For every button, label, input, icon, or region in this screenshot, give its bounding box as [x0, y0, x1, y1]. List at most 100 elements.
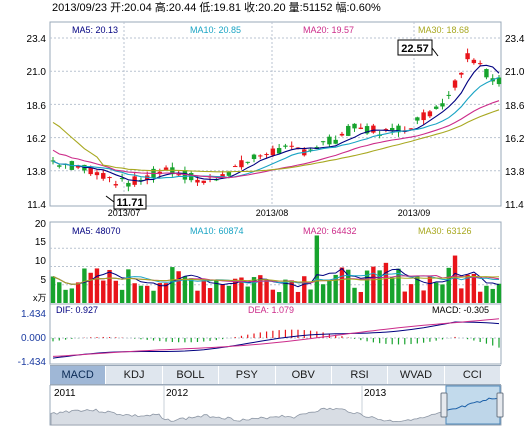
price-tick-right-0: 23.4	[505, 34, 525, 45]
macd-tick-1: 0.000	[21, 333, 46, 344]
volume-bar	[145, 285, 150, 303]
price-x-labels: 2013/07 2013/08 2013/09	[108, 208, 431, 218]
tab-rsi[interactable]: RSI	[332, 366, 389, 384]
price-panel-frame	[49, 21, 502, 207]
volume-bar	[352, 287, 357, 303]
candle-body	[484, 69, 489, 78]
candle-body	[126, 182, 131, 187]
candle-body	[245, 161, 250, 163]
candle-body	[94, 172, 100, 176]
volume-bar	[176, 271, 181, 303]
time-navigator[interactable]: 2011 2012 2013	[0, 385, 528, 429]
candle-body	[339, 133, 345, 136]
candle-body	[477, 63, 483, 65]
volume-bar	[402, 291, 407, 303]
x-label-jul: 2013/07	[108, 208, 141, 218]
candle-body	[346, 125, 351, 136]
candle-body	[433, 106, 439, 109]
volume-bar	[195, 290, 200, 303]
volume-bar	[88, 272, 93, 303]
candle-body	[465, 53, 470, 60]
price-tick-left-3: 16.2	[27, 134, 47, 145]
volume-bar	[459, 288, 464, 303]
macd-dif-line	[52, 321, 500, 359]
tab-boll[interactable]: BOLL	[163, 366, 220, 384]
macd-value-legend: MACD: -0.305	[432, 305, 490, 315]
volume-bar	[383, 262, 389, 303]
candle-body	[188, 173, 194, 181]
vol-ma20-legend: MA20: 64432	[303, 226, 357, 236]
tab-cci[interactable]: CCI	[445, 366, 501, 384]
tab-obv[interactable]: OBV	[276, 366, 332, 384]
volume-bar	[440, 284, 445, 303]
volume-bar	[276, 292, 282, 303]
price-ma30-line	[52, 109, 500, 173]
tab-kdj[interactable]: KDJ	[106, 366, 163, 384]
navigator-years: 2011 2012 2013	[54, 388, 387, 399]
volume-unit: x万	[33, 293, 47, 303]
volume-bar	[214, 279, 219, 303]
vol-ma30-line	[52, 275, 500, 285]
nav-year-2012: 2012	[166, 388, 189, 399]
volume-bar	[201, 280, 206, 303]
volume-bar	[207, 288, 213, 303]
volume-bar	[314, 235, 320, 303]
volume-bar	[182, 276, 188, 303]
macd-dea-line	[52, 318, 500, 357]
price-moving-averages	[52, 64, 500, 182]
volume-bar	[188, 278, 194, 303]
price-tick-right-5: 11.4	[505, 200, 524, 211]
volume-bar	[295, 291, 301, 303]
high-annotation: 22.57	[397, 39, 439, 57]
volume-bar	[390, 277, 395, 303]
candle-body	[226, 171, 232, 176]
volume-bar	[82, 268, 87, 303]
price-tick-left-5: 11.4	[27, 200, 46, 211]
nav-year-2011: 2011	[54, 388, 76, 399]
macd-panel-frame	[49, 303, 502, 365]
candle-body	[408, 128, 414, 130]
macd-dif-legend: DIF: 0.927	[56, 305, 99, 315]
candle-body	[176, 174, 181, 176]
candle-body	[201, 180, 206, 183]
volume-bar	[496, 283, 502, 303]
volume-bar	[490, 288, 495, 303]
candle-body	[283, 145, 288, 147]
candle-body	[119, 178, 125, 180]
volume-bar	[364, 270, 370, 303]
volume-bar	[433, 282, 439, 303]
volume-bar	[452, 255, 458, 303]
vol-ma10-legend: MA10: 60874	[190, 226, 244, 236]
volume-bar	[346, 269, 351, 303]
volume-bar	[220, 284, 225, 303]
price-tick-left-2: 18.6	[27, 101, 47, 112]
volume-bar	[327, 281, 332, 303]
candle-body	[496, 77, 502, 85]
volume-y-ticks: 20 15 10 5	[35, 219, 47, 286]
navigator-right-handle[interactable]	[496, 392, 504, 418]
volume-bar	[358, 291, 364, 303]
x-label-sep: 2013/09	[398, 208, 431, 218]
vol-tick-1: 15	[35, 237, 47, 248]
candle-body	[232, 166, 238, 168]
volume-bar	[170, 267, 175, 303]
navigator-selection[interactable]	[445, 385, 501, 425]
volume-bar	[69, 288, 75, 303]
candle-body	[195, 179, 200, 183]
tab-macd[interactable]: MACD	[50, 366, 107, 384]
volume-bar	[283, 279, 288, 303]
tab-psy[interactable]: PSY	[219, 366, 276, 384]
volume-bar	[94, 268, 100, 303]
stock-chart[interactable]: 23.4 21.0 18.6 16.2 13.8 11.4 23.4 21.0 …	[0, 0, 528, 365]
volume-bar	[163, 283, 169, 303]
macd-tick-2: -1.434	[18, 357, 47, 365]
tab-wvad[interactable]: WVAD	[388, 366, 445, 384]
volume-grid	[50, 247, 501, 286]
vol-tick-3: 5	[40, 275, 46, 286]
candle-body	[107, 177, 112, 179]
navigator-left-handle[interactable]	[440, 392, 448, 418]
volume-bar	[226, 285, 232, 303]
vol-ma30-legend: MA30: 63126	[418, 226, 472, 236]
candle-body	[75, 165, 81, 168]
price-tick-right-3: 16.2	[505, 134, 525, 145]
